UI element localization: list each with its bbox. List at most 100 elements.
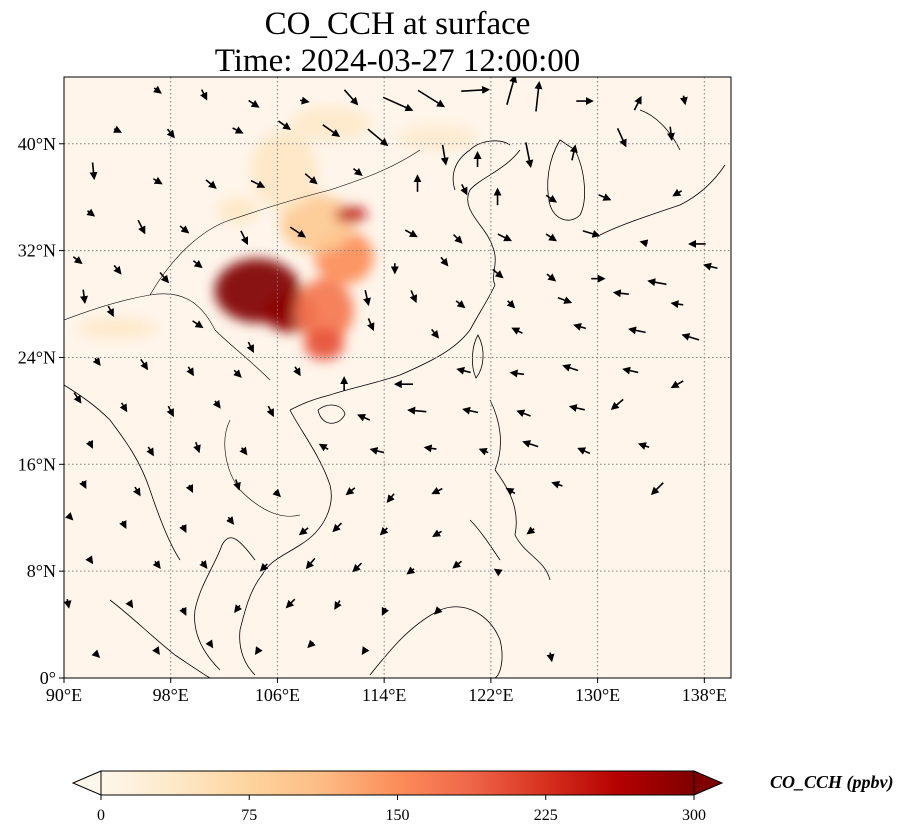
co-plume-7	[304, 328, 345, 361]
sumatra-outline	[109, 599, 211, 678]
wind-arrow	[278, 120, 292, 131]
lat-tick-label: 32°N	[18, 241, 56, 261]
wind-arrow	[248, 99, 260, 108]
lon-tick-label: 138°E	[682, 685, 727, 705]
gulf-thailand-outline	[194, 537, 256, 671]
wind-arrow	[650, 482, 664, 496]
wind-arrow	[233, 369, 242, 378]
wind-arrow	[73, 392, 82, 404]
wind-arrow	[193, 441, 201, 454]
wind-arrow	[80, 289, 88, 305]
wind-arrow	[404, 229, 418, 238]
wind-arrow	[166, 128, 175, 139]
lon-tick-label: 130°E	[575, 685, 620, 705]
japan-outline	[599, 109, 726, 236]
lat-tick-label: 24°N	[18, 347, 56, 367]
wind-arrow	[545, 233, 558, 242]
longitude-ticks: 90°E 98°E 106°E 114°E 122°E 130°E 138°E	[46, 678, 727, 705]
wind-arrow	[266, 405, 274, 418]
wind-arrow	[456, 366, 471, 375]
wind-arrow	[72, 256, 83, 265]
wind-arrow	[534, 81, 543, 112]
co-plume-12	[217, 197, 258, 224]
wind-arrow	[462, 406, 479, 415]
wind-arrow	[526, 526, 536, 535]
wind-arrow	[672, 188, 683, 197]
lat-tick-label: 16°N	[18, 454, 56, 474]
wind-arrow	[304, 173, 318, 185]
wind-arrow	[637, 442, 650, 450]
wind-arrow	[522, 440, 539, 448]
wind-arrow	[92, 357, 101, 366]
wind-arrow	[452, 560, 463, 569]
wind-arrow	[146, 446, 154, 457]
wind-arrow	[546, 273, 557, 282]
myanmar-coast-outline	[64, 384, 181, 561]
lat-tick-label: 8°N	[27, 561, 56, 581]
wind-arrow	[200, 89, 208, 101]
wind-arrow	[233, 479, 241, 491]
chart-title-line2: Time: 2024-03-27 12:00:00	[214, 43, 581, 79]
chart-title-line1: CO_CCH at surface	[264, 6, 531, 42]
wind-arrow	[379, 526, 389, 536]
wind-arrow	[505, 487, 516, 496]
wind-arrow	[357, 414, 371, 422]
lat-tick-label: 0°	[40, 668, 56, 688]
wind-arrow	[460, 184, 468, 196]
wind-arrow	[289, 226, 306, 238]
lon-tick-label: 114°E	[362, 685, 407, 705]
colorbar: 0 75 150 225 300 CO_CCH (ppbv)	[71, 770, 894, 824]
wind-arrow	[509, 369, 525, 378]
wind-arrow	[369, 447, 385, 455]
wind-arrow	[250, 179, 266, 188]
co-plume-8	[250, 130, 318, 211]
wind-arrow	[352, 562, 363, 573]
wind-arrow	[562, 363, 579, 372]
wind-arrow	[525, 142, 534, 169]
wind-arrow	[381, 606, 389, 616]
wind-arrow	[205, 179, 217, 189]
co-concentration-field	[77, 106, 478, 361]
bohai-coast-outline	[452, 140, 511, 191]
chart-title: CO_CCH at surface Time: 2024-03-27 12:00…	[64, 6, 731, 80]
wind-arrow	[159, 272, 170, 284]
colorbar-gradient	[101, 771, 694, 795]
wind-arrow	[612, 289, 629, 298]
wind-arrow	[64, 511, 74, 521]
wind-arrow	[246, 341, 254, 354]
wind-arrow	[332, 522, 343, 533]
wind-arrow	[137, 219, 146, 235]
wind-arrow	[239, 446, 248, 456]
wind-arrow	[119, 520, 127, 530]
wind-arrow	[703, 262, 718, 271]
wind-arrow	[409, 290, 418, 304]
wind-arrow	[85, 555, 94, 565]
wind-arrow	[299, 96, 310, 105]
wind-arrow	[226, 516, 235, 525]
wind-arrow	[307, 639, 316, 649]
wind-arrow	[363, 289, 371, 307]
wind-arrow	[431, 486, 443, 495]
wind-arrow	[318, 443, 329, 452]
wind-arrow	[272, 488, 281, 498]
wind-arrow	[343, 89, 359, 106]
wind-arrow	[185, 484, 194, 493]
colorbar-tick-label: 75	[241, 807, 257, 824]
wind-arrow	[199, 560, 208, 569]
wind-arrow	[64, 599, 72, 609]
wind-arrow	[153, 85, 162, 94]
wind-arrow	[298, 527, 309, 536]
wind-arrow	[423, 444, 437, 453]
wind-arrow	[492, 268, 504, 279]
wind-arrow	[85, 439, 93, 449]
wind-arrow	[254, 646, 263, 656]
hainan-outline	[317, 404, 346, 424]
lon-tick-label: 90°E	[46, 685, 82, 705]
wind-arrow	[192, 260, 203, 269]
colorbar-ticks: 0 75 150 225 300	[97, 795, 706, 824]
wind-arrow	[259, 562, 269, 572]
wind-arrow	[322, 124, 341, 137]
wind-arrow	[179, 524, 187, 534]
co-plume-11	[77, 317, 158, 339]
